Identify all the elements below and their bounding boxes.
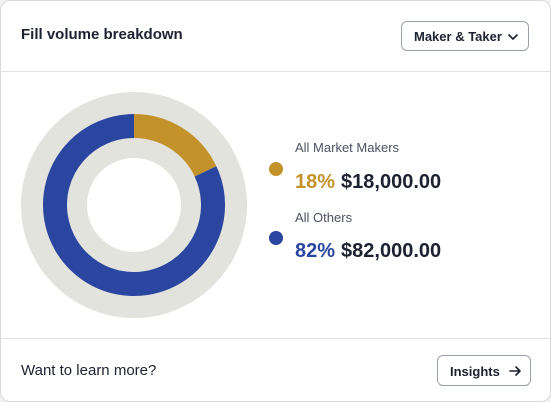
- card-header: Fill volume breakdown Maker & Taker: [1, 1, 550, 72]
- legend-dot-market-makers: [269, 162, 283, 176]
- donut-slice-market-makers: [133, 114, 217, 177]
- card-footer: Want to learn more? Insights: [1, 338, 550, 401]
- donut-slice-others: [43, 114, 225, 296]
- maker-taker-dropdown[interactable]: Maker & Taker: [401, 21, 529, 51]
- legend-label-others: All Others: [295, 210, 353, 225]
- dropdown-selected-value: Maker & Taker: [414, 29, 502, 44]
- legend-percent-others: 82%: [295, 240, 336, 262]
- chevron-down-icon: [508, 34, 518, 40]
- donut-chart: [21, 92, 247, 318]
- legend-label-market-makers: All Market Makers: [295, 140, 400, 155]
- learn-more-text: Want to learn more?: [21, 362, 157, 379]
- legend-values-others: 82% $82,000.00: [295, 240, 441, 263]
- chart-area: All Market Makers 18% $18,000.00 All Othe…: [1, 72, 550, 337]
- legend-amount-market-makers: $18,000.00: [341, 171, 442, 193]
- insights-button[interactable]: Insights: [437, 355, 531, 386]
- legend-percent-market-makers: 18%: [295, 171, 336, 193]
- legend-dot-others: [269, 231, 283, 245]
- card-title: Fill volume breakdown: [21, 26, 183, 43]
- insights-button-label: Insights: [450, 364, 500, 379]
- legend-amount-others: $82,000.00: [341, 240, 442, 262]
- legend-values-market-makers: 18% $18,000.00: [295, 171, 441, 194]
- arrow-right-icon: [509, 366, 521, 376]
